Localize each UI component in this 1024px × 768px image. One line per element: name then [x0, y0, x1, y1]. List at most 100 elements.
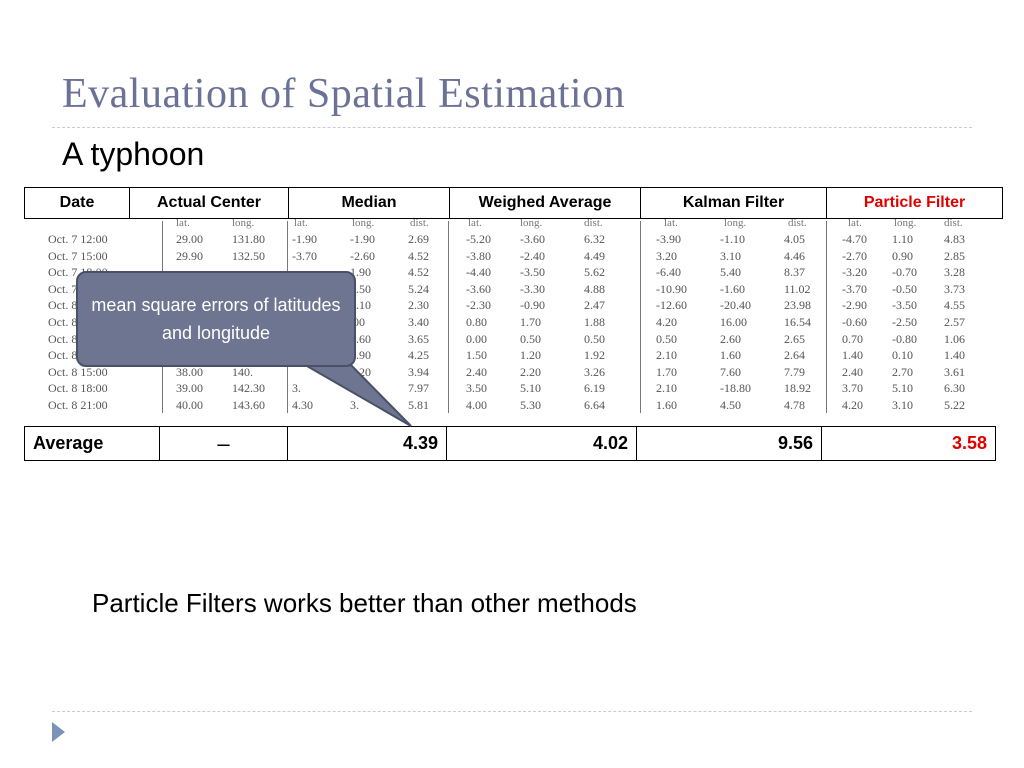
grid-divider [448, 221, 449, 413]
row-value: 4.20 [656, 315, 677, 329]
row-value: -12.60 [656, 298, 687, 313]
row-value: 2.40 [466, 364, 487, 379]
row-date: Oct. 8 15:00 [48, 364, 108, 379]
row-value: 2.40 [842, 364, 863, 379]
row-value: 5.30 [520, 398, 541, 412]
row-value: 0.00 [466, 331, 487, 346]
row-value: 6.64 [584, 398, 605, 412]
row-value: -3.30 [520, 281, 545, 296]
row-value: 3.26 [584, 364, 605, 379]
table-row: Oct. 8 03:00.003.400.801.701.884.2016.00… [24, 314, 990, 330]
row-value: -6.40 [656, 265, 681, 280]
row-value: -3.90 [656, 232, 681, 246]
row-value: -0.50 [892, 281, 917, 296]
row-value: 143.60 [232, 398, 265, 412]
row-value: 3.20 [350, 364, 371, 379]
row-value: -2.50 [892, 315, 917, 329]
row-value: -2.60 [350, 248, 375, 263]
row-value: 16.00 [720, 315, 747, 329]
row-value: 3. [350, 398, 359, 412]
row-value: 4.25 [408, 348, 429, 363]
row-value: -0.90 [520, 298, 545, 313]
row-value: 0.80 [466, 315, 487, 329]
header-actual-center: Actual Center [129, 187, 289, 219]
row-value: -1.90 [350, 232, 375, 246]
row-value: -3.70 [842, 281, 867, 296]
subheader-cell: long. [724, 217, 747, 229]
row-value: 6.19 [584, 381, 605, 396]
row-value: 4.52 [408, 265, 429, 280]
row-value: 7.97 [408, 381, 429, 396]
footer-divider [52, 711, 972, 712]
row-value: 0.50 [584, 331, 605, 346]
subheader-cell: lat. [468, 217, 482, 229]
row-value: -1.60 [720, 281, 745, 296]
row-value: 142.30 [232, 381, 265, 396]
row-value: 1.40 [944, 348, 965, 363]
row-value: 0.70 [842, 331, 863, 346]
row-value: 4.88 [584, 281, 605, 296]
row-value: 29.00 [176, 232, 203, 246]
row-value: 2.10 [656, 348, 677, 363]
row-value: -2.40 [520, 248, 545, 263]
header-table: Date Actual Center Median Weighed Averag… [24, 187, 1003, 219]
row-value: -10.90 [656, 281, 687, 296]
row-date: Oct. 7 15:00 [48, 248, 108, 263]
row-value: -3.50 [892, 298, 917, 313]
subheader-cell: lat. [176, 217, 190, 229]
title-divider [52, 127, 972, 128]
row-value: 18.92 [784, 381, 811, 396]
table-row: Oct. 7 18:00 1.90 4.52 -4.40 -3.50 5.62 -6.40 5… [24, 264, 990, 280]
row-value: 3.28 [944, 265, 965, 280]
row-value: 1.90 [350, 265, 371, 280]
row-value: 1.50 [466, 348, 487, 363]
row-value: 4.30 [292, 398, 313, 412]
row-value: 4.00 [466, 398, 487, 412]
row-value: 11.02 [784, 281, 811, 296]
callout-text: mean square errors of latitudes and long… [91, 295, 341, 343]
row-value: -20.40 [720, 298, 751, 313]
row-value: 3.73 [944, 281, 965, 296]
subheader-cell: long. [520, 217, 543, 229]
subheader-cell: lat. [848, 217, 862, 229]
row-value: 2.57 [944, 315, 965, 329]
row-value: -0.80 [892, 331, 917, 346]
row-value: 4.78 [784, 398, 805, 412]
table-row: Oct. 8 21:00 40.00 143.60 4.30 3. 5.81 4.00 5.3… [24, 397, 990, 413]
row-value: 4.49 [584, 248, 605, 263]
row-value: 2.70 [892, 364, 913, 379]
subheader-cell: long. [894, 217, 917, 229]
table-row: Oct. 8 06:002.603.650.000.500.500.502.60… [24, 331, 990, 347]
table-row: Oct. 7 15:00 29.90 132.50 -3.70 -2.60 4.52 -3.… [24, 248, 990, 264]
subheader-cell: long. [352, 217, 375, 229]
row-value: -1.90 [292, 232, 317, 246]
row-date: Oct. 8 21:00 [48, 398, 108, 412]
row-value: 2.30 [408, 298, 429, 313]
row-value: 1.60 [720, 348, 741, 363]
row-value: 1.92 [584, 348, 605, 363]
row-value: 1.70 [656, 364, 677, 379]
row-value: 3.70 [842, 381, 863, 396]
subheader-cell: dist. [410, 217, 429, 229]
row-value: 7.79 [784, 364, 805, 379]
slide-title: Evaluation of Spatial Estimation [62, 71, 626, 117]
grid-divider [826, 221, 827, 413]
row-value: 2.85 [944, 248, 965, 263]
row-value: 0.10 [892, 348, 913, 363]
average-table: Average – 4.39 4.02 9.56 3.58 [24, 426, 996, 461]
row-value: 2.64 [784, 348, 805, 363]
row-value: -3.80 [466, 248, 491, 263]
row-value: 5.62 [584, 265, 605, 280]
row-value: 0.50 [656, 331, 677, 346]
row-value: 16.54 [784, 315, 811, 329]
row-date: Oct. 7 12:00 [48, 232, 108, 246]
data-grid: lat. long. lat. long. dist. lat. long. d… [24, 217, 990, 413]
row-value: 23.98 [784, 298, 811, 313]
row-value: 0.50 [520, 331, 541, 346]
row-value: 2.69 [408, 232, 429, 246]
row-value: 4.46 [784, 248, 805, 263]
table-row: Oct. 7 12:00 29.00 131.80 -1.90 -1.90 2.69 -5.… [24, 231, 990, 247]
row-value: 1.88 [584, 315, 605, 329]
average-kalman-filter: 9.56 [636, 426, 822, 461]
row-value: -4.70 [842, 232, 867, 246]
